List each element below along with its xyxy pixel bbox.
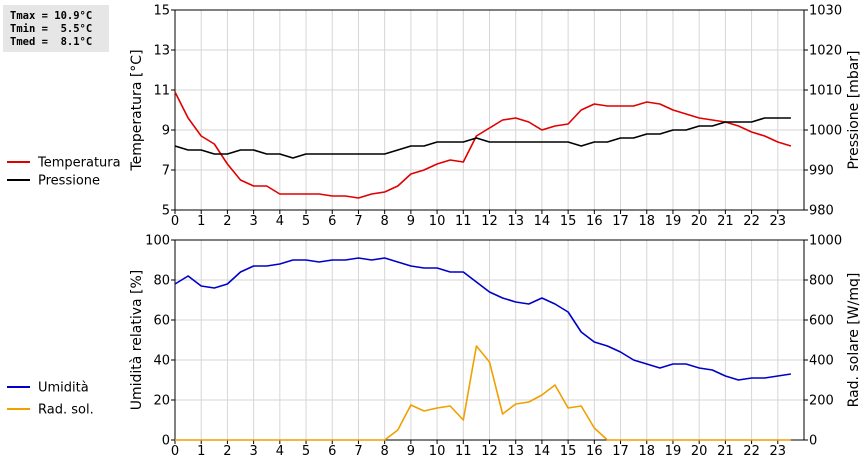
x-tick-label: 13: [507, 214, 524, 229]
y-left-tick-label: 9: [162, 124, 170, 139]
y-right-axis-title: Pressione [mbar]: [846, 50, 860, 169]
x-tick-label: 7: [354, 214, 362, 229]
y-right-tick-label: 1000: [809, 124, 842, 139]
x-tick-label: 4: [276, 444, 284, 459]
y-right-tick-label: 1000: [809, 234, 842, 249]
x-tick-label: 22: [743, 214, 760, 229]
y-left-tick-label: 13: [153, 44, 170, 59]
x-tick-label: 10: [429, 214, 446, 229]
series-line-pressione: [174, 117, 791, 159]
series-line-temperatura: [174, 91, 792, 199]
y-left-axis-title: Umidità relativa [%]: [129, 270, 145, 411]
y-left-tick-label: 0: [162, 434, 170, 449]
x-tick-label: 6: [328, 214, 336, 229]
x-tick-label: 11: [455, 214, 472, 229]
x-tick-label: 19: [665, 214, 682, 229]
y-right-tick-label: 0: [809, 434, 817, 449]
x-tick-label: 12: [481, 444, 498, 459]
y-right-tick-label: 1010: [809, 84, 842, 99]
x-tick-label: 15: [560, 214, 577, 229]
x-tick-label: 6: [328, 444, 336, 459]
x-tick-label: 22: [743, 444, 760, 459]
x-tick-label: 21: [717, 444, 734, 459]
x-tick-label: 23: [770, 214, 787, 229]
y-right-tick-label: 800: [809, 274, 834, 289]
y-right-tick-label: 990: [809, 164, 834, 179]
x-tick-label: 14: [534, 444, 551, 459]
x-tick-label: 18: [638, 214, 655, 229]
x-tick-label: 19: [665, 444, 682, 459]
y-right-tick-label: 980: [809, 204, 834, 219]
tmax-text: Tmax = 10.9°C: [10, 10, 93, 22]
x-tick-label: 17: [612, 444, 629, 459]
x-tick-label: 1: [197, 214, 205, 229]
x-tick-label: 13: [507, 444, 524, 459]
y-left-tick-label: 100: [145, 234, 170, 249]
legend-label: Rad. sol.: [38, 403, 94, 418]
x-tick-label: 20: [691, 214, 708, 229]
x-tick-label: 5: [302, 214, 310, 229]
x-tick-label: 0: [171, 444, 179, 459]
y-left-tick-label: 40: [153, 354, 170, 369]
x-tick-label: 16: [586, 214, 603, 229]
x-tick-label: 4: [276, 214, 284, 229]
series-line-rad-sol-: [175, 345, 791, 441]
x-tick-label: 15: [560, 444, 577, 459]
y-left-axis-title: Temperatura [°C]: [129, 49, 145, 171]
x-tick-label: 12: [481, 214, 498, 229]
x-tick-label: 9: [407, 444, 415, 459]
x-tick-label: 18: [638, 444, 655, 459]
stats-box: Tmax = 10.9°C Tmin = 5.5°C Tmed = 8.1°C: [3, 5, 109, 52]
tmin-text: Tmin = 5.5°C: [10, 23, 93, 35]
x-tick-label: 3: [249, 444, 257, 459]
x-tick-label: 3: [249, 214, 257, 229]
legend-label: Temperatura: [37, 156, 121, 171]
x-tick-label: 7: [354, 444, 362, 459]
x-tick-label: 11: [455, 444, 472, 459]
y-left-tick-label: 60: [153, 314, 170, 329]
x-tick-label: 2: [223, 214, 231, 229]
legend-label: Pressione: [38, 174, 100, 189]
y-right-tick-label: 1020: [809, 44, 842, 59]
y-right-tick-label: 200: [809, 394, 834, 409]
y-right-tick-label: 1030: [809, 4, 842, 19]
y-left-tick-label: 11: [153, 84, 170, 99]
y-left-tick-label: 7: [162, 164, 170, 179]
y-left-tick-label: 20: [153, 394, 170, 409]
x-tick-label: 9: [407, 214, 415, 229]
y-right-tick-label: 400: [809, 354, 834, 369]
y-left-tick-label: 80: [153, 274, 170, 289]
series-line-umidit-: [174, 257, 792, 381]
x-tick-label: 20: [691, 444, 708, 459]
y-right-axis-title: Rad. solare [W/mq]: [846, 273, 860, 408]
x-tick-label: 16: [586, 444, 603, 459]
x-tick-label: 23: [770, 444, 787, 459]
x-tick-label: 17: [612, 214, 629, 229]
x-tick-label: 8: [381, 444, 389, 459]
y-left-tick-label: 5: [162, 204, 170, 219]
legend-label: Umidità: [38, 381, 89, 396]
x-tick-label: 1: [197, 444, 205, 459]
x-tick-label: 0: [171, 214, 179, 229]
y-left-tick-label: 15: [153, 4, 170, 19]
x-tick-label: 10: [429, 444, 446, 459]
x-tick-label: 8: [381, 214, 389, 229]
x-tick-label: 5: [302, 444, 310, 459]
x-tick-label: 21: [717, 214, 734, 229]
tmed-text: Tmed = 8.1°C: [10, 36, 93, 48]
x-tick-label: 2: [223, 444, 231, 459]
x-tick-label: 14: [534, 214, 551, 229]
y-right-tick-label: 600: [809, 314, 834, 329]
